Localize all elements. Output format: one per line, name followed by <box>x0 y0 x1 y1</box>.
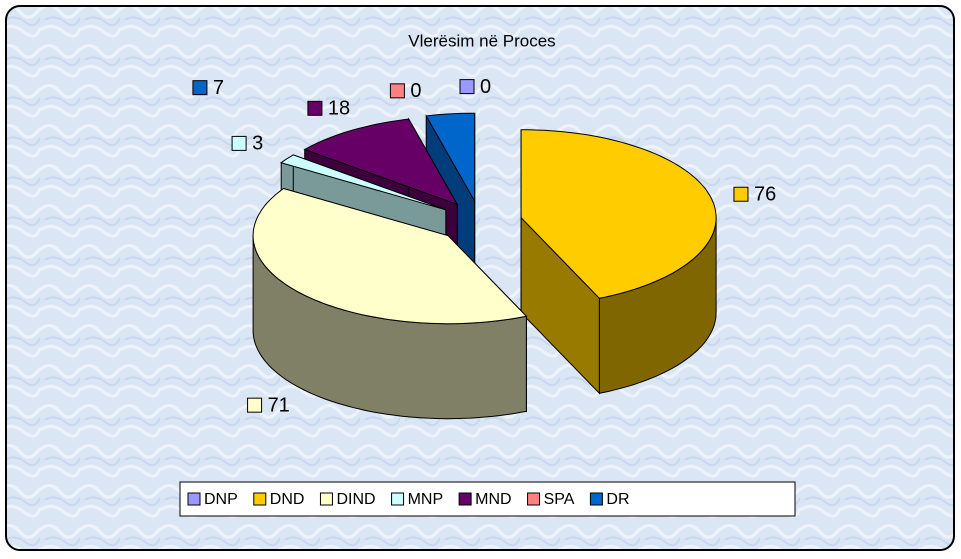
label-key <box>733 186 749 202</box>
label-key <box>247 397 263 413</box>
value-labels: 0 76 71 3 18 0 7 <box>192 76 776 416</box>
value-label: 3 <box>252 133 263 155</box>
legend-key <box>253 492 267 506</box>
legend-label: DND <box>270 491 305 508</box>
value-label: 18 <box>328 98 350 120</box>
label-key <box>307 100 323 116</box>
legend: DNP DND DIND MNP MND SPA DR <box>187 491 630 508</box>
slice-top <box>280 154 446 211</box>
legend-key <box>319 492 333 506</box>
legend-label: SPA <box>544 491 575 508</box>
legend-label: DR <box>606 491 629 508</box>
slice <box>252 187 528 420</box>
chart-title: Vlerësim në Proces <box>408 31 555 50</box>
slice-top <box>520 129 717 299</box>
legend-label: DNP <box>204 491 238 508</box>
slice-top <box>425 112 476 204</box>
legend-key <box>391 492 405 506</box>
legend-key <box>589 492 603 506</box>
slice-top <box>303 118 459 206</box>
label-key <box>231 135 247 151</box>
slice <box>520 129 717 395</box>
label-key <box>192 80 208 96</box>
value-label: 7 <box>213 77 224 99</box>
label-key <box>389 83 405 99</box>
legend-key <box>458 492 472 506</box>
legend-label: MND <box>475 491 511 508</box>
legend-box <box>179 481 796 517</box>
slice-top <box>252 187 528 325</box>
value-label: 76 <box>754 184 776 206</box>
legend-label: DIND <box>336 491 375 508</box>
legend-key <box>187 492 201 506</box>
value-label: 71 <box>268 394 290 416</box>
legend-label: MNP <box>408 491 444 508</box>
value-label: 0 <box>410 80 421 102</box>
pie <box>252 112 717 420</box>
label-key <box>459 79 475 95</box>
legend-key <box>527 492 541 506</box>
value-label: 0 <box>480 76 491 98</box>
